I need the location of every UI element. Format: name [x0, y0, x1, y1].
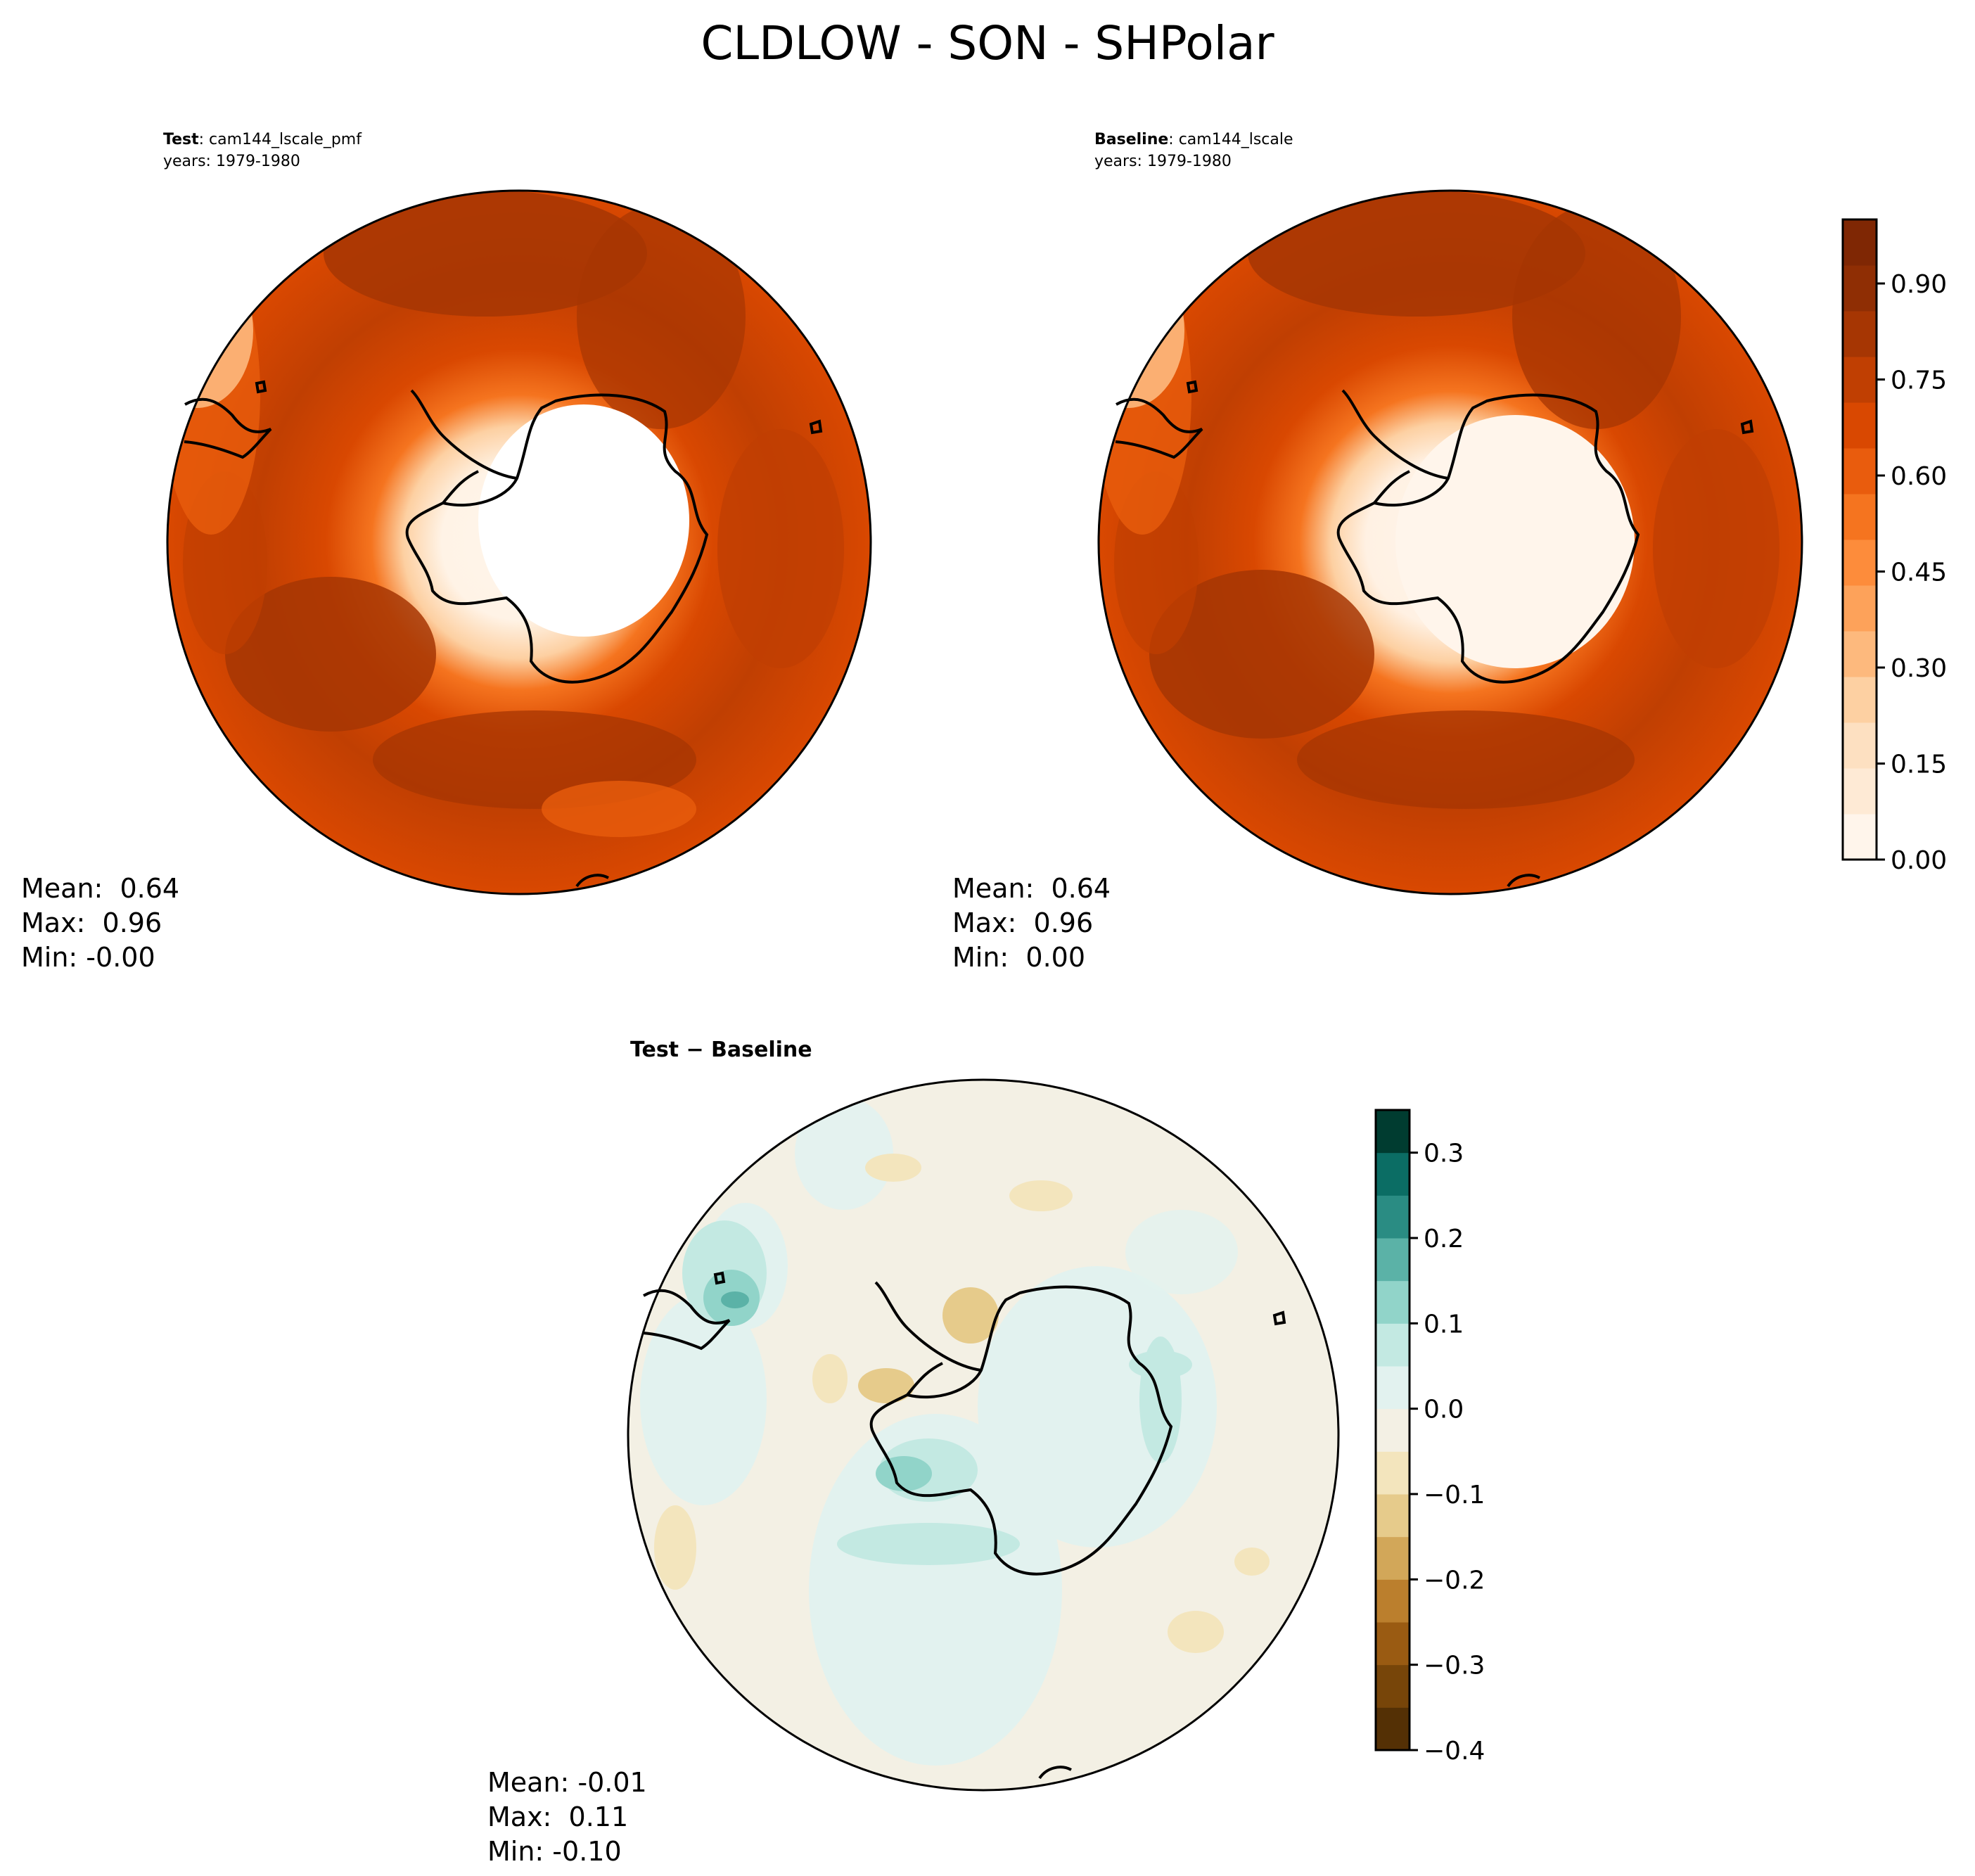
oranges-colorbar: 0.00 0.15 0.30 0.45 0.60 0.75 0.90: [1841, 218, 1947, 875]
oranges-colorbar-tick-label: 0.60: [1891, 462, 1947, 491]
brbg-colorbar-tick-label: 0.1: [1424, 1310, 1464, 1339]
baseline-map: [1099, 191, 1802, 894]
baseline-stat-max: Max: 0.96: [952, 907, 1093, 938]
oranges-colorbar-tick-label: 0.45: [1891, 559, 1947, 587]
oranges-colorbar-level-7: [1843, 494, 1877, 540]
brbg-colorbar-tick-label: −0.3: [1424, 1652, 1485, 1680]
diff-title: Test − Baseline: [630, 1038, 812, 1062]
baseline-south-america: [1115, 380, 1203, 459]
brbg-colorbar-tick-label: −0.4: [1424, 1737, 1485, 1766]
test-south-america: [184, 380, 272, 459]
baseline-stat-min: Min: 0.00: [952, 942, 1085, 973]
brbg-colorbar-level-11: [1376, 1238, 1410, 1282]
brbg-colorbar-level-2: [1376, 1622, 1410, 1666]
baseline-label-bold: Baseline: [1094, 131, 1168, 148]
diff-map-outline: [627, 1078, 1340, 1792]
brbg-colorbar-level-8: [1376, 1366, 1410, 1410]
brbg-colorbar-tick-label: 0.3: [1424, 1140, 1464, 1168]
baseline-years: years: 1979-1980: [1094, 153, 1232, 170]
test-map-outline: [166, 189, 872, 895]
brbg-colorbar-level-5: [1376, 1494, 1410, 1538]
test-stat-min: Min: -0.00: [21, 942, 155, 973]
brbg-colorbar-level-4: [1376, 1536, 1410, 1580]
baseline-panel: Baseline: cam144_lscale years: 1979-1980: [952, 131, 1803, 973]
oranges-colorbar-level-8: [1843, 448, 1877, 494]
oranges-colorbar-level-4: [1843, 631, 1877, 677]
oranges-colorbar-level-12: [1843, 265, 1877, 312]
brbg-colorbar-tick-label: 0.0: [1424, 1396, 1464, 1424]
brbg-colorbar-tick-label: −0.2: [1424, 1566, 1485, 1595]
test-panel: Test: cam144_lscale_pmf years: 1979-1980: [21, 131, 872, 973]
oranges-colorbar-frame: [1841, 218, 1878, 861]
baseline-panel-label: Baseline: cam144_lscale: [1094, 131, 1293, 148]
baseline-stat-mean: Mean: 0.64: [952, 873, 1111, 904]
test-stat-max: Max: 0.96: [21, 907, 162, 938]
diff-panel: Test − Baseline: [487, 1038, 1340, 1867]
test-islands: [575, 419, 823, 888]
test-label-bold: Test: [163, 131, 199, 148]
brbg-colorbar-level-3: [1376, 1579, 1410, 1623]
oranges-colorbar-level-10: [1843, 357, 1877, 403]
brbg-colorbar-level-10: [1376, 1280, 1410, 1324]
oranges-colorbar-level-2: [1843, 722, 1877, 769]
brbg-colorbar-level-12: [1376, 1195, 1410, 1239]
oranges-colorbar-level-1: [1843, 768, 1877, 815]
figure-title: CLDLOW - SON - SHPolar: [701, 16, 1274, 70]
test-stat-mean: Mean: 0.64: [21, 873, 179, 904]
test-years: years: 1979-1980: [163, 153, 300, 170]
brbg-colorbar-level-7: [1376, 1408, 1410, 1452]
diff-stat-min: Min: -0.10: [487, 1836, 622, 1867]
oranges-colorbar-level-0: [1843, 814, 1877, 860]
oranges-colorbar-level-11: [1843, 311, 1877, 357]
oranges-colorbar-tick-label: 0.15: [1891, 751, 1947, 779]
baseline-map-outline: [1097, 189, 1803, 895]
brbg-colorbar-level-1: [1376, 1664, 1410, 1708]
test-map: [167, 191, 871, 894]
oranges-colorbar-level-9: [1843, 402, 1877, 449]
oranges-colorbar-level-3: [1843, 677, 1877, 723]
test-label-rest: : cam144_lscale_pmf: [199, 131, 363, 148]
oranges-colorbar-level-13: [1843, 219, 1877, 266]
brbg-colorbar-level-14: [1376, 1110, 1410, 1154]
oranges-colorbar-tick-label: 0.30: [1891, 654, 1947, 683]
oranges-colorbar-level-6: [1843, 540, 1877, 586]
oranges-colorbar-level-5: [1843, 585, 1877, 632]
brbg-colorbar-frame: [1374, 1109, 1411, 1751]
brbg-colorbar-level-0: [1376, 1707, 1410, 1751]
oranges-colorbar-tick-label: 0.00: [1891, 846, 1947, 875]
brbg-colorbar-tick-label: 0.2: [1424, 1225, 1464, 1253]
brbg-colorbar: −0.4 −0.3 −0.2 −0.1 0.0 0.1 0.2 0.3: [1374, 1109, 1485, 1766]
baseline-label-rest: : cam144_lscale: [1168, 131, 1293, 148]
oranges-colorbar-tick-label: 0.75: [1891, 366, 1947, 395]
oranges-colorbar-tick-label: 0.90: [1891, 270, 1947, 299]
brbg-colorbar-tick-label: −0.1: [1424, 1481, 1485, 1510]
baseline-islands: [1507, 419, 1754, 888]
diff-stat-mean: Mean: -0.01: [487, 1767, 647, 1798]
brbg-colorbar-level-9: [1376, 1323, 1410, 1367]
diff-islands: [1038, 1310, 1286, 1780]
diff-stat-max: Max: 0.11: [487, 1801, 628, 1832]
diff-south-america: [642, 1271, 731, 1351]
diff-map: [628, 1080, 1338, 1790]
brbg-colorbar-level-13: [1376, 1152, 1410, 1196]
test-panel-label: Test: cam144_lscale_pmf: [163, 131, 362, 148]
brbg-colorbar-level-6: [1376, 1451, 1410, 1495]
